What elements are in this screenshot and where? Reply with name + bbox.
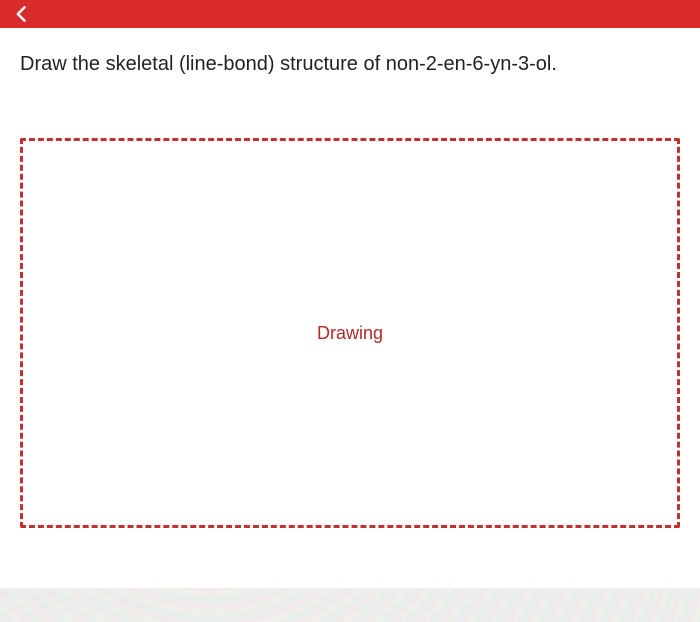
question-prompt: Draw the skeletal (line-bond) structure …: [20, 50, 680, 78]
question-panel: Draw the skeletal (line-bond) structure …: [0, 28, 700, 588]
app-topbar: [0, 0, 700, 28]
drawing-placeholder-label: Drawing: [317, 323, 383, 344]
drawing-canvas-dropzone[interactable]: Drawing: [20, 138, 680, 528]
back-icon[interactable]: [12, 4, 36, 24]
